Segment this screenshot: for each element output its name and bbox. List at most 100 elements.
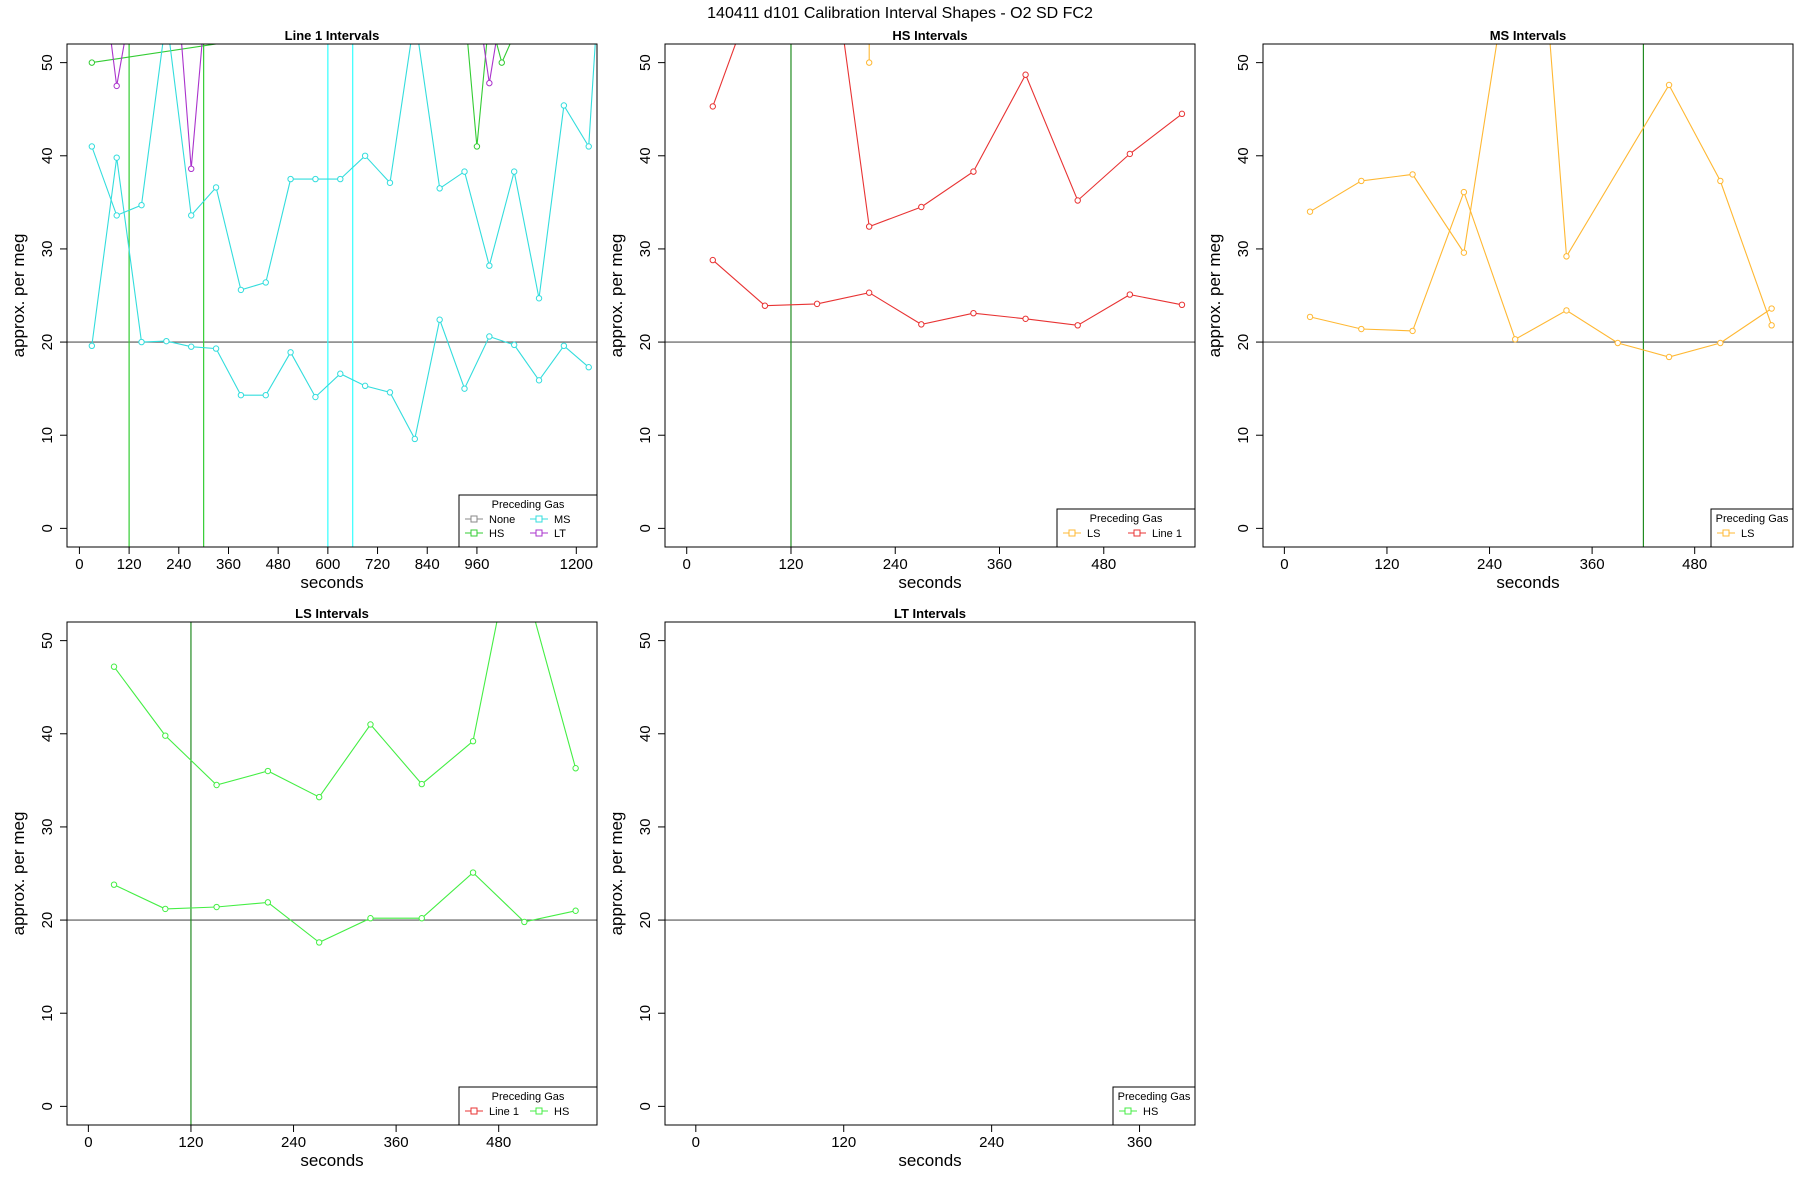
y-tick-label: 0 [637, 1102, 654, 1110]
data-point [865, 289, 873, 296]
data-point [1768, 322, 1775, 329]
data-point [1614, 339, 1621, 347]
data-point [264, 767, 272, 775]
x-tick-label: 480 [1091, 556, 1116, 573]
x-tick-label: 360 [1580, 556, 1605, 573]
data-point [188, 343, 195, 350]
data-point [813, 300, 821, 308]
y-tick-label: 10 [1235, 427, 1252, 444]
data-point [473, 143, 481, 150]
data-point [110, 663, 118, 670]
y-tick-label: 50 [637, 632, 654, 649]
data-point [110, 881, 118, 888]
y-tick-label: 30 [39, 241, 56, 258]
data-point [201, 23, 206, 28]
plot-frame [1262, 43, 1794, 548]
legend-box [1112, 1086, 1196, 1126]
y-axis-label: approx. per meg [9, 234, 28, 358]
data-point [709, 103, 716, 110]
x-tick-label: 480 [1682, 556, 1707, 573]
data-point [510, 341, 518, 349]
y-axis-label: approx. per meg [1205, 234, 1224, 358]
data-point [486, 79, 493, 87]
data-point [386, 179, 394, 186]
panels: Line 1 Intervals 0 120 240 360 480 600 720 840 96… [9, 4, 1794, 1170]
y-tick-label: 30 [637, 241, 654, 258]
legend-title: Preceding Gas [1090, 513, 1163, 525]
panel-4: LS Intervals 0 120 240 360 480 seconds 0 10 20 30 4… [9, 606, 598, 1170]
data-point [469, 738, 477, 745]
data-point [436, 185, 443, 192]
data-point [736, 32, 741, 37]
data-point [138, 338, 145, 346]
panel-2: HS Intervals 0 120 240 360 480 seconds 0 10 20 30 4… [607, 28, 1196, 592]
data-point [188, 212, 195, 219]
plot-frame [664, 621, 1196, 1126]
data-point [585, 364, 592, 371]
x-tick-label: 240 [883, 556, 908, 573]
data-point [315, 793, 323, 801]
data-point [1306, 208, 1314, 215]
y-tick-label: 50 [637, 54, 654, 71]
y-tick-label: 0 [39, 524, 56, 532]
legend-entry-label: HS [489, 528, 504, 540]
x-tick-label: 240 [979, 1134, 1004, 1151]
data-point [88, 143, 96, 150]
y-tick-label: 20 [39, 912, 56, 929]
legend-entry-label: MS [554, 514, 571, 526]
plot-frame [66, 43, 598, 548]
legend-swatch-marker [470, 515, 478, 523]
legend-box [1056, 508, 1196, 548]
data-point [1460, 249, 1468, 256]
data-point [469, 869, 477, 876]
data-point [1178, 301, 1186, 309]
y-tick-label: 50 [1235, 54, 1252, 71]
data-point [176, 4, 181, 9]
data-point [126, 13, 131, 18]
x-tick-label: 0 [84, 1134, 92, 1151]
data-point [287, 175, 294, 183]
series-line [91, 44, 596, 299]
series-line [113, 871, 576, 944]
data-point [162, 732, 169, 739]
plot-frame [66, 621, 598, 1126]
y-tick-label: 40 [637, 147, 654, 164]
data-point [361, 382, 369, 390]
panel-title: HS Intervals [892, 28, 967, 43]
y-tick-label: 40 [1235, 147, 1252, 164]
legend-entry-label: HS [1143, 1106, 1158, 1118]
panel-1: Line 1 Intervals 0 120 240 360 480 600 720 840 96… [9, 4, 598, 592]
data-point [521, 918, 528, 926]
data-point [572, 765, 579, 772]
x-tick-label: 0 [683, 556, 691, 573]
data-point [264, 899, 272, 906]
panel-title: LS Intervals [295, 606, 369, 621]
data-point [487, 13, 492, 18]
y-tick-label: 10 [637, 427, 654, 444]
data-point [436, 316, 443, 323]
data-point [212, 345, 220, 352]
data-point [1563, 253, 1570, 260]
data-point [1358, 325, 1365, 333]
panel-3: MS Intervals 0 120 240 360 480 seconds 0 10 20 30 4… [1205, 28, 1794, 592]
x-tick-label: 240 [1477, 556, 1502, 573]
y-tick-label: 20 [1235, 334, 1252, 351]
legend: Preceding Gas None MS HS LT [458, 494, 598, 548]
legend: Preceding Gas Line 1 HS [458, 1086, 598, 1126]
legend-box [1710, 508, 1794, 548]
data-point [970, 309, 977, 317]
data-point [88, 59, 96, 66]
y-tick-label: 50 [39, 632, 56, 649]
legend-swatch-marker [1133, 529, 1141, 537]
plot-area [665, 32, 1195, 547]
x-tick-label: 360 [987, 556, 1012, 573]
panel-title: Line 1 Intervals [285, 28, 380, 43]
data-point [496, 610, 501, 615]
x-axis-label: seconds [1496, 573, 1559, 592]
legend-entry-label: Line 1 [1152, 528, 1182, 540]
panel-title: MS Intervals [1490, 28, 1567, 43]
plot-area [67, 610, 597, 1125]
data-point [113, 82, 120, 90]
data-point [535, 377, 543, 384]
